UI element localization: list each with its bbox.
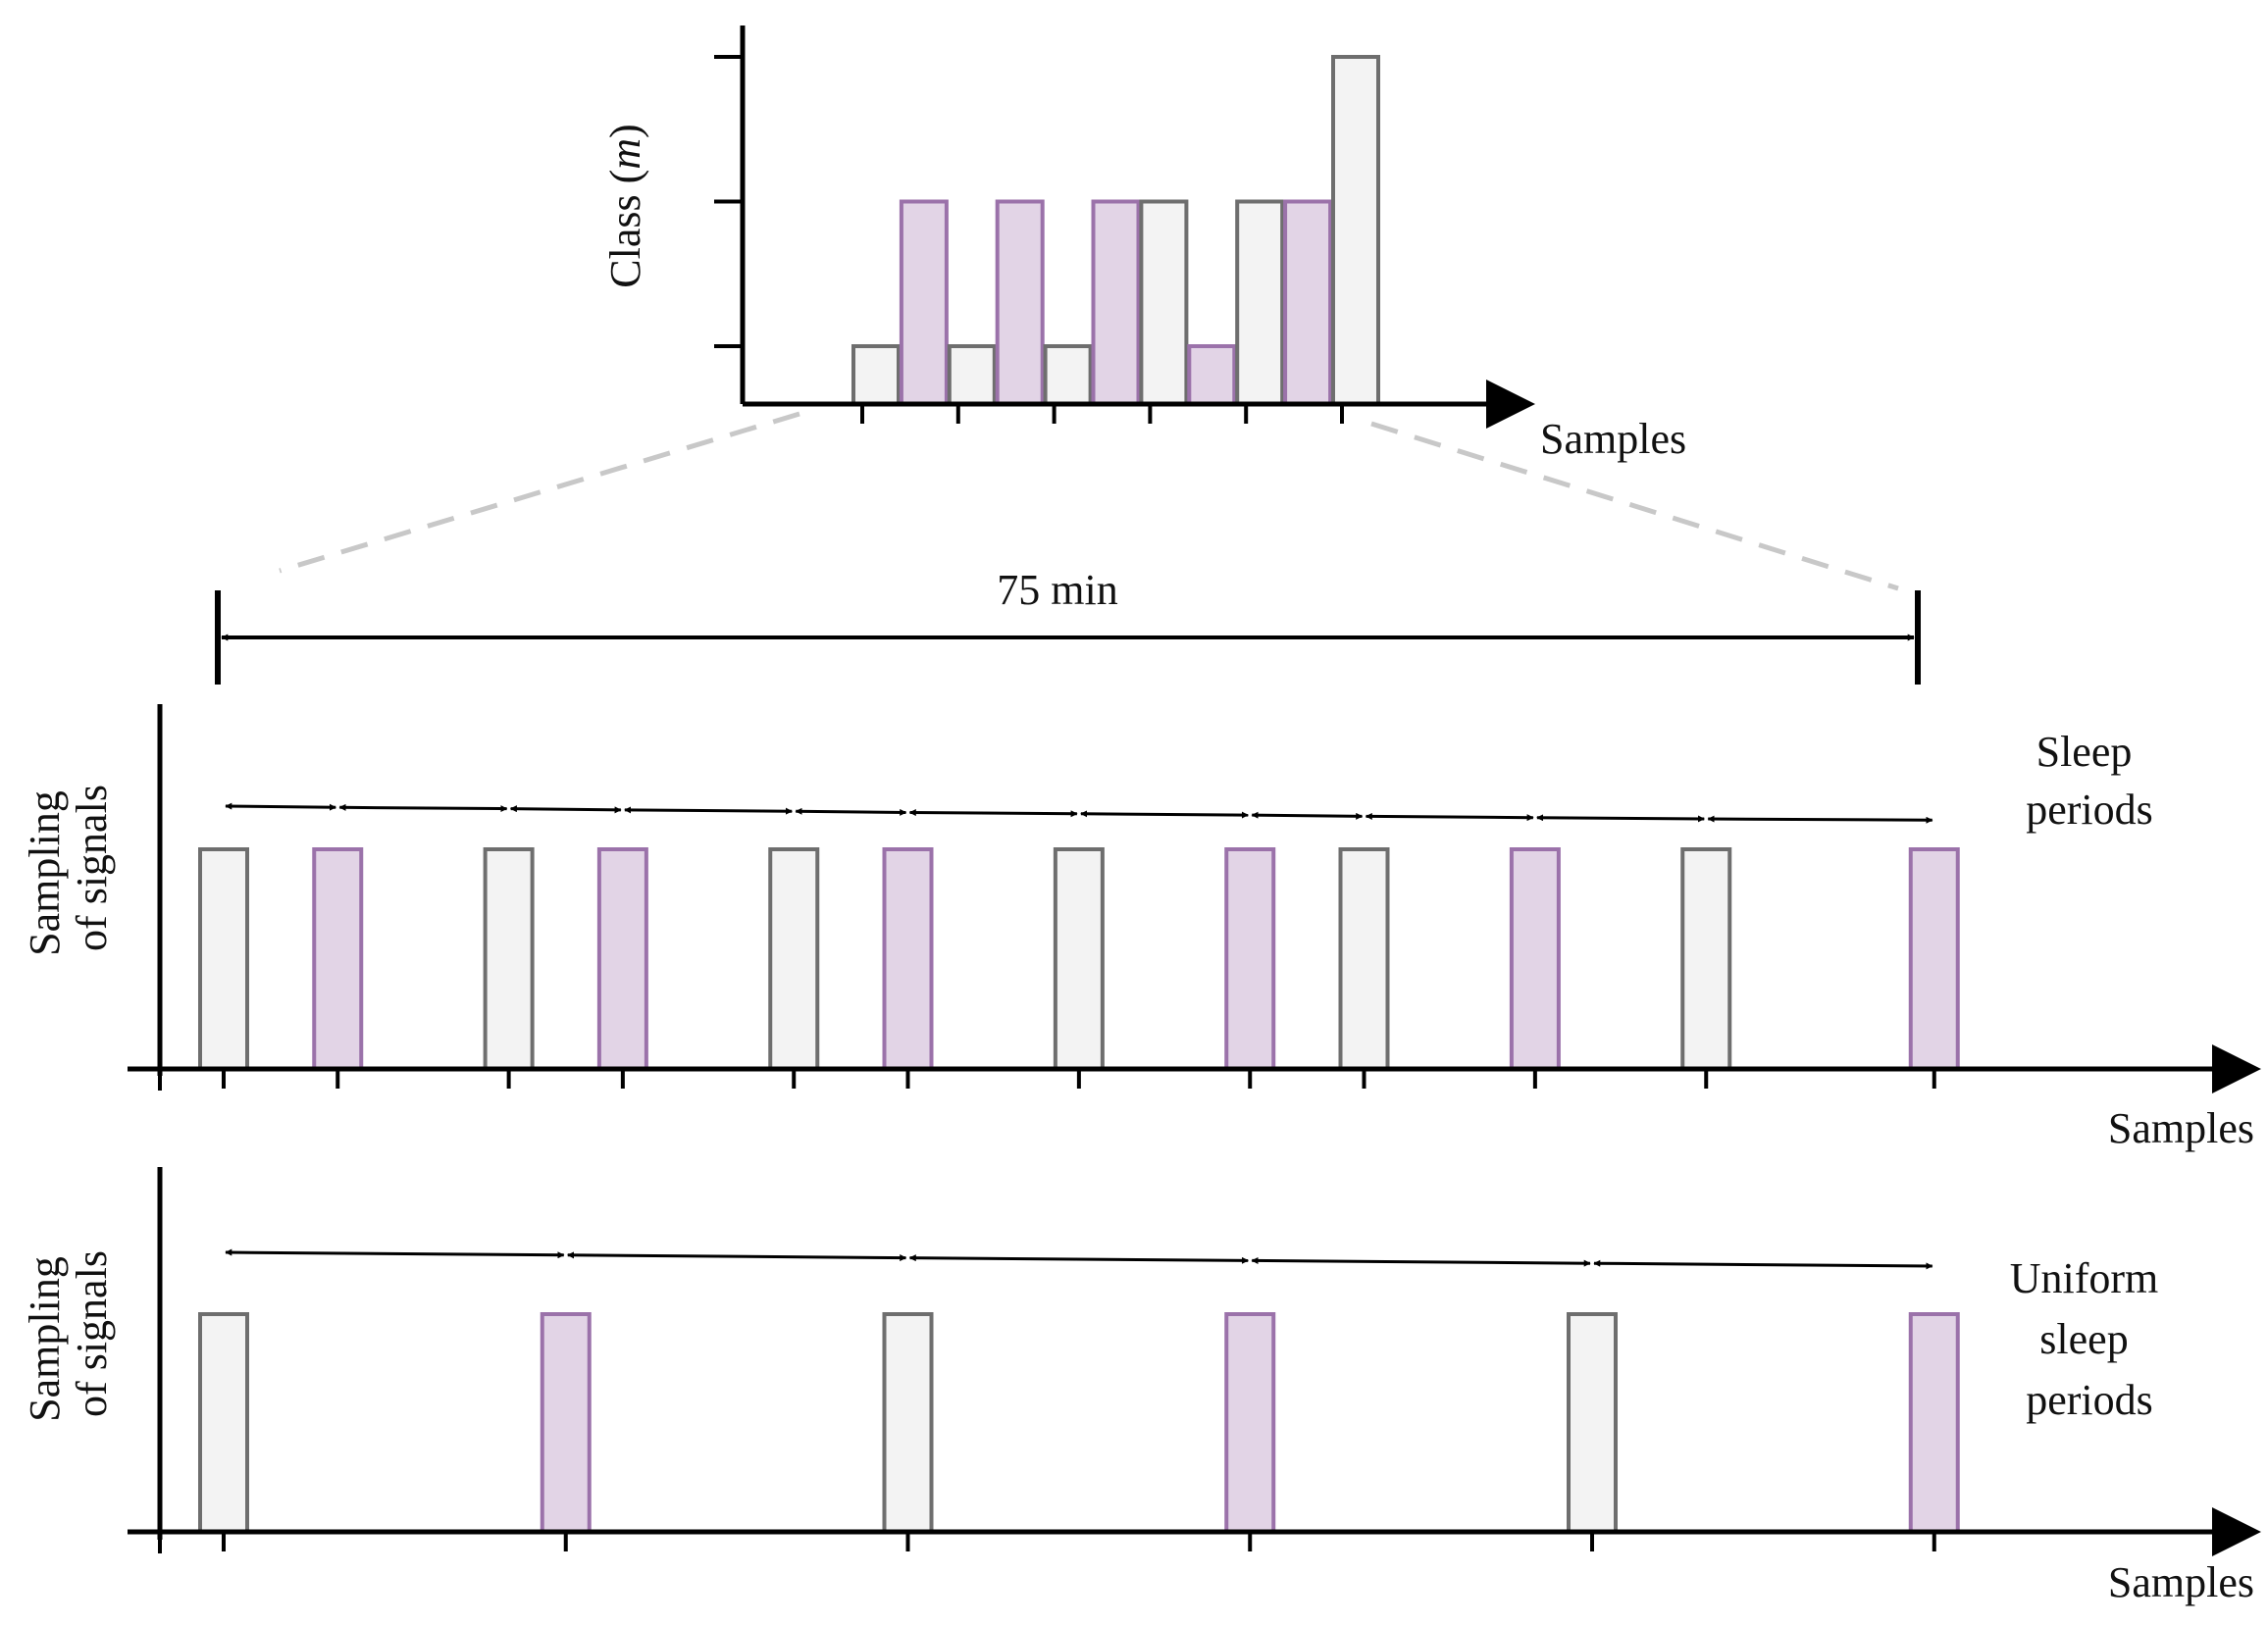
uniform-title-line2: sleep	[2039, 1315, 2128, 1363]
total-span-label: 75 min	[997, 566, 1117, 614]
sleep-sample-bar-72	[483, 847, 535, 1071]
sleep-sample-bar-81	[1908, 847, 1960, 1071]
uniform-interval-arrows	[225, 1248, 1933, 1270]
class-bar-chart: Samples Class (m)	[601, 25, 1686, 463]
class-bar-73	[995, 199, 1045, 406]
uniform-interval-arrow	[225, 1248, 565, 1259]
sleep-sample-bar-70	[198, 847, 249, 1071]
class-bar-75	[1091, 199, 1141, 406]
sleep-sample-bar-76	[1053, 847, 1105, 1071]
sleep-interval-arrow	[1707, 815, 1933, 824]
zoom-guide-right	[1370, 421, 1899, 591]
sleep-periods-panel: Sampling of signals Sleep periods Sample…	[21, 704, 2261, 1152]
sleep-title-line2: periods	[2026, 786, 2153, 834]
sleep-sample-bar-79	[1509, 847, 1561, 1071]
uniform-title-line3: periods	[2026, 1376, 2153, 1424]
sleep-sample-bar-80	[1680, 847, 1732, 1071]
uniform-y-label-line1: Sampling	[21, 1256, 69, 1422]
sleep-sample-bar-74	[768, 847, 820, 1071]
sleep-y-label-line2: of signals	[68, 785, 116, 951]
sleep-interval-arrow	[1365, 812, 1534, 822]
class-bar-70	[851, 344, 901, 406]
uniform-x-axis-label: Samples	[2108, 1558, 2254, 1606]
sleep-interval-arrow	[908, 809, 1078, 818]
uniform-title-line1: Uniform	[2010, 1254, 2159, 1302]
sleep-y-label-line1: Sampling	[21, 790, 69, 956]
sleep-interval-arrow	[624, 806, 793, 815]
uniform-sample-bar-2	[540, 1312, 592, 1534]
class-bar-80	[1331, 55, 1380, 406]
sleep-interval-arrow	[509, 805, 622, 814]
chart-x-ticks	[860, 404, 1344, 424]
uniform-title: Uniform sleep periods	[2010, 1254, 2170, 1424]
class-bar-77	[1187, 344, 1237, 406]
uniform-sample-bar-6	[1908, 1312, 1960, 1534]
class-bar-74	[1043, 344, 1093, 406]
uniform-x-ticks	[222, 1532, 1936, 1551]
class-bar-76	[1139, 199, 1189, 406]
uniform-y-label-line2: of signals	[68, 1250, 116, 1417]
sleep-interval-arrow	[1536, 814, 1705, 823]
chart-x-axis-label: Samples	[1540, 415, 1686, 463]
uniform-sleep-panel: Sampling of signals Uniform sleep period…	[21, 1167, 2261, 1606]
class-bar-78	[1235, 199, 1285, 406]
chart-y-label-close: )	[601, 124, 649, 138]
uniform-sample-bar-4	[1224, 1312, 1276, 1534]
sleep-sample-bar-75	[882, 847, 934, 1071]
sleep-interval-arrow	[1080, 810, 1249, 819]
class-bars	[851, 55, 1380, 406]
total-span: 75 min	[215, 566, 1921, 685]
sleep-sample-bar-77	[1224, 847, 1276, 1071]
uniform-interval-arrow	[1593, 1259, 1933, 1270]
sleep-title-line1: Sleep	[2036, 728, 2133, 776]
uniform-interval-arrow	[567, 1251, 907, 1262]
chart-y-label-italic: m	[601, 138, 649, 170]
sleep-y-label: Sampling of signals	[21, 780, 116, 956]
class-bar-71	[899, 199, 949, 406]
uniform-sample-bar-1	[198, 1312, 249, 1534]
sleep-title: Sleep periods	[2026, 728, 2153, 834]
uniform-sample-bars	[198, 1312, 1960, 1534]
sleep-interval-arrows	[225, 802, 1933, 824]
uniform-y-label: Sampling of signals	[21, 1245, 116, 1422]
uniform-interval-arrow	[908, 1254, 1249, 1264]
class-bar-79	[1283, 199, 1333, 406]
uniform-sample-bar-3	[882, 1312, 934, 1534]
sleep-sample-bars	[198, 847, 1960, 1071]
sleep-sample-bar-73	[596, 847, 648, 1071]
chart-y-axis-label: Class (m)	[601, 124, 649, 287]
sleep-interval-arrow	[338, 803, 508, 813]
class-bar-72	[947, 344, 997, 406]
zoom-guide-left	[279, 411, 800, 574]
uniform-sample-bar-5	[1567, 1312, 1618, 1534]
sleep-sample-bar-71	[312, 847, 364, 1071]
chart-y-ticks	[714, 55, 743, 348]
sleep-sample-bar-78	[1338, 847, 1390, 1071]
sleep-interval-arrow	[1251, 811, 1364, 820]
uniform-interval-arrow	[1251, 1256, 1591, 1267]
sleep-interval-arrow	[795, 807, 907, 816]
chart-y-label-text: Class (	[601, 170, 649, 288]
sleep-x-axis-label: Samples	[2108, 1104, 2254, 1152]
sleep-x-ticks	[222, 1069, 1936, 1089]
sleep-interval-arrow	[225, 802, 336, 811]
